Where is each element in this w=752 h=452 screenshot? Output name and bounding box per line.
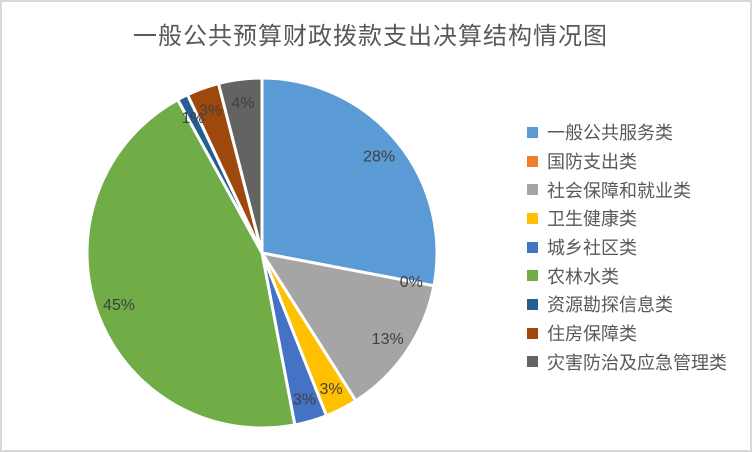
pie-slice-label-国防支出类: 0% xyxy=(400,274,423,291)
legend-swatch-icon xyxy=(527,155,538,167)
legend-swatch-icon xyxy=(527,327,538,339)
pie-slice-label-卫生健康类: 3% xyxy=(319,381,342,398)
pie-slice-label-农林水类: 45% xyxy=(103,297,135,314)
legend-item-卫生健康类: 卫生健康类 xyxy=(527,204,727,233)
pie-slice-label-一般公共服务类: 28% xyxy=(363,149,395,166)
pie-slice-label-灾害防治及应急管理类: 4% xyxy=(231,95,254,112)
legend-item-社会保障和就业类: 社会保障和就业类 xyxy=(527,175,727,204)
legend-swatch-icon xyxy=(527,126,538,138)
legend-item-资源勘探信息类: 资源勘探信息类 xyxy=(527,290,727,319)
legend-label: 卫生健康类 xyxy=(547,209,637,230)
legend-label: 灾害防治及应急管理类 xyxy=(547,352,727,373)
legend-label: 资源勘探信息类 xyxy=(547,295,673,316)
legend-label: 社会保障和就业类 xyxy=(547,180,691,201)
pie-slice-灾害防治及应急管理类 xyxy=(216,76,264,255)
legend-item-国防支出类: 国防支出类 xyxy=(527,147,727,176)
pie-slice-label-城乡社区类: 3% xyxy=(293,392,316,409)
legend-swatch-icon xyxy=(527,298,538,310)
legend-swatch-icon xyxy=(527,356,538,368)
legend-item-住房保障类: 住房保障类 xyxy=(527,319,727,348)
pie-slice-label-资源勘探信息类: 1% xyxy=(181,110,204,127)
pie-slice-社会保障和就业类 xyxy=(260,251,436,403)
legend-item-灾害防治及应急管理类: 灾害防治及应急管理类 xyxy=(527,348,727,377)
chart-title: 一般公共预算财政拨款支出决算结构情况图 xyxy=(133,23,608,50)
legend-item-城乡社区类: 城乡社区类 xyxy=(527,233,727,262)
chart-legend: 一般公共服务类 国防支出类社会保障和就业类 卫生健康类城乡社区类农林水类资源勘探信息… xyxy=(527,118,727,376)
legend-swatch-icon xyxy=(527,270,538,282)
legend-label: 国防支出类 xyxy=(547,152,637,173)
pie-slice-label-住房保障类: 3% xyxy=(199,103,222,120)
legend-label: 农林水类 xyxy=(547,266,619,287)
legend-label: 住房保障类 xyxy=(547,324,637,345)
legend-label: 一般公共服务类 xyxy=(547,123,673,144)
legend-swatch-icon xyxy=(527,212,538,224)
legend-item-农林水类: 农林水类 xyxy=(527,261,727,290)
pie-slice-label-社会保障和就业类: 13% xyxy=(372,331,404,348)
legend-swatch-icon xyxy=(527,184,538,196)
legend-swatch-icon xyxy=(527,241,538,253)
pie-slice-农林水类 xyxy=(85,98,297,430)
legend-item-一般公共服务类: 一般公共服务类 xyxy=(527,118,727,147)
pie-slice-一般公共服务类 xyxy=(260,76,439,288)
legend-label: 城乡社区类 xyxy=(547,238,637,259)
